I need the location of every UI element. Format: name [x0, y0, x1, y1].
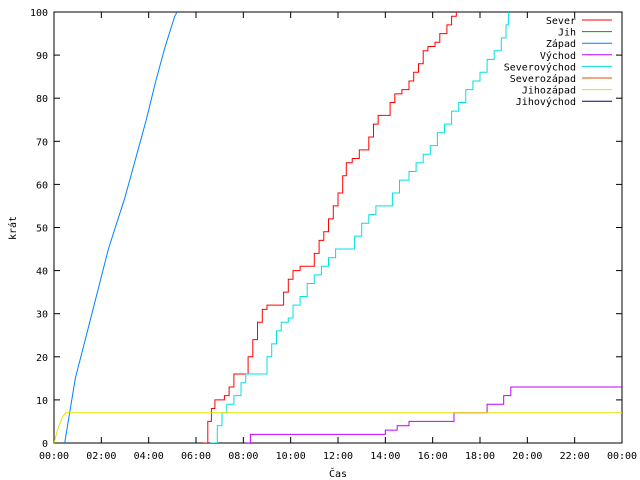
- x-tick-label: 02:00: [86, 451, 116, 462]
- y-tick-label: 90: [36, 51, 48, 62]
- y-tick-label: 60: [36, 180, 48, 191]
- legend-label-jihovychod: Jihovýchod: [516, 96, 576, 108]
- legend-label-severovychod: Severovýchod: [504, 61, 576, 73]
- y-tick-label: 30: [36, 310, 48, 321]
- x-tick-label: 10:00: [276, 451, 306, 462]
- y-tick-label: 100: [30, 8, 48, 19]
- x-tick-label: 14:00: [370, 451, 400, 462]
- x-axis-label: Čas: [329, 467, 347, 480]
- series-line-sever: [203, 12, 457, 443]
- y-tick-label: 0: [42, 439, 48, 450]
- y-tick-label: 40: [36, 267, 48, 278]
- y-tick-label: 50: [36, 224, 48, 235]
- series-line-zapad: [64, 12, 178, 443]
- x-tick-label: 18:00: [465, 451, 495, 462]
- series-line-jihozapad: [54, 412, 622, 443]
- x-tick-label: 12:00: [323, 451, 353, 462]
- x-tick-label: 06:00: [181, 451, 211, 462]
- legend-label-sever: Sever: [546, 16, 576, 27]
- y-tick-label: 80: [36, 94, 48, 105]
- series-line-vychod: [245, 386, 622, 443]
- legend-label-zapad: Západ: [546, 38, 576, 50]
- x-tick-label: 08:00: [228, 451, 258, 462]
- legend-label-severozapad: Severozápad: [510, 73, 576, 85]
- x-tick-label: 16:00: [418, 451, 448, 462]
- x-tick-label: 00:00: [607, 451, 637, 462]
- legend-label-vychod: Východ: [540, 50, 576, 62]
- x-tick-label: 04:00: [134, 451, 164, 462]
- x-tick-label: 20:00: [512, 451, 542, 462]
- x-tick-label: 00:00: [39, 451, 69, 462]
- legend-label-jih: Jih: [558, 28, 576, 39]
- y-tick-label: 70: [36, 137, 48, 148]
- x-tick-label: 22:00: [560, 451, 590, 462]
- series-line-severovychod: [210, 12, 509, 443]
- y-tick-label: 10: [36, 396, 48, 407]
- y-axis-label: krát: [7, 216, 19, 240]
- y-tick-label: 20: [36, 353, 48, 364]
- legend-label-jihozapad: Jihozápad: [522, 85, 576, 97]
